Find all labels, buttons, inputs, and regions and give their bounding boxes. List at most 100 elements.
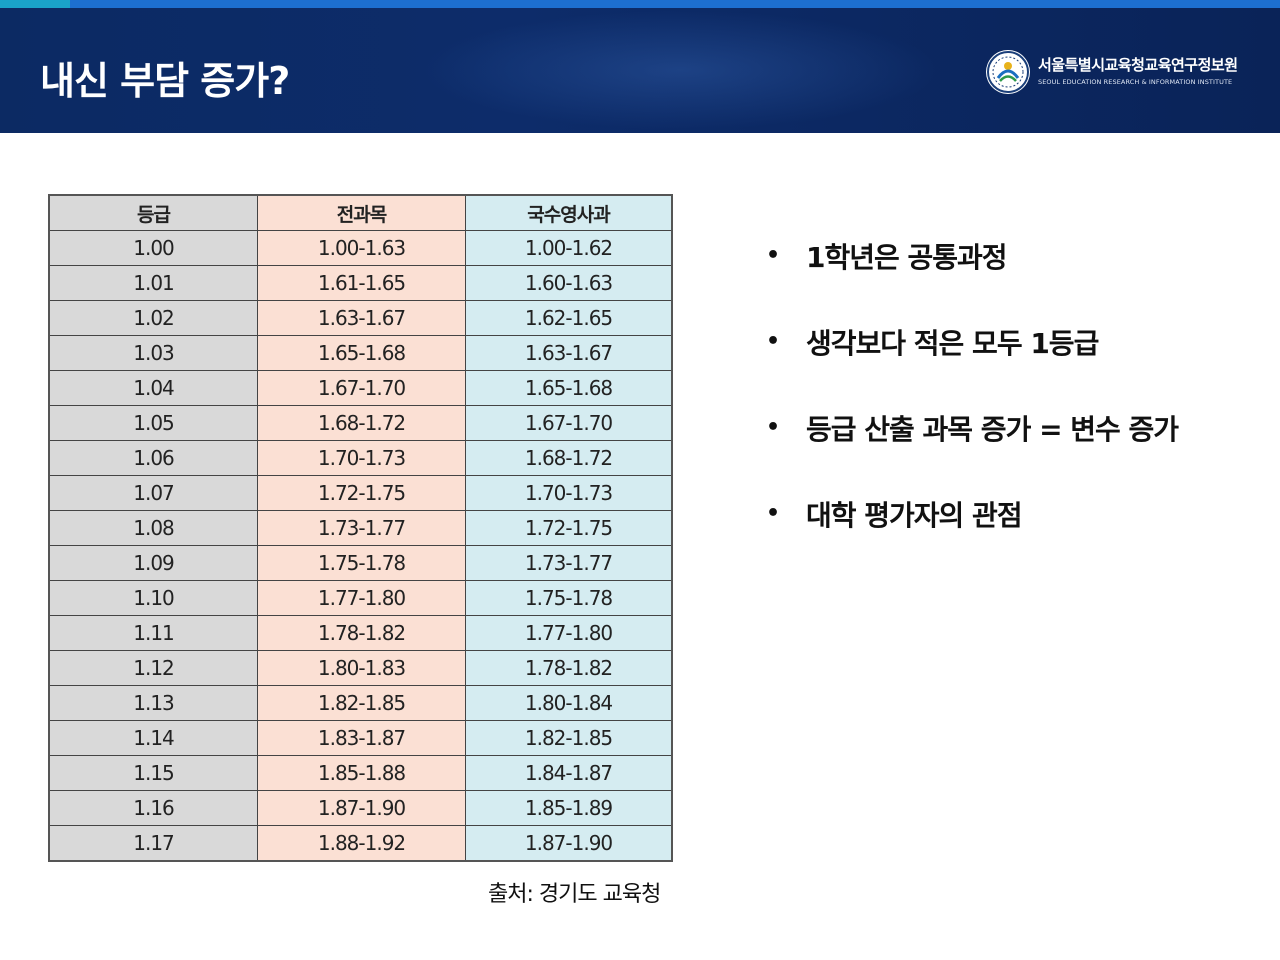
header-core-subjects: 국수영사과 bbox=[465, 194, 673, 231]
table-row: 1.13 1.82-1.85 1.80-1.84 bbox=[48, 685, 673, 721]
table-row: 1.12 1.80-1.83 1.78-1.82 bbox=[48, 650, 673, 686]
organization-logo: 서울특별시교육청교육연구정보원 SEOUL EDUCATION RESEARCH… bbox=[986, 50, 1256, 96]
bullet-text: 1학년은 공통과정 bbox=[806, 241, 1008, 274]
table-row: 1.15 1.85-1.88 1.84-1.87 bbox=[48, 755, 673, 791]
cell-grade: 1.12 bbox=[48, 650, 258, 686]
slide-header: 내신 부담 증가? 서울특별시교육청교육연구정보원 SEOUL EDUCATIO… bbox=[0, 0, 1280, 133]
cell-all-subjects: 1.67-1.70 bbox=[257, 370, 466, 406]
page-title: 내신 부담 증가? bbox=[40, 59, 290, 103]
cell-all-subjects: 1.72-1.75 bbox=[257, 475, 466, 511]
cell-grade: 1.07 bbox=[48, 475, 258, 511]
cell-all-subjects: 1.61-1.65 bbox=[257, 265, 466, 301]
table-header-row: 등급 전과목 국수영사과 bbox=[48, 194, 673, 231]
table-row: 1.10 1.77-1.80 1.75-1.78 bbox=[48, 580, 673, 616]
header-all-subjects: 전과목 bbox=[257, 194, 466, 231]
bullet-marker: • bbox=[766, 329, 780, 354]
cell-grade: 1.05 bbox=[48, 405, 258, 441]
cell-grade: 1.15 bbox=[48, 755, 258, 791]
table-row: 1.05 1.68-1.72 1.67-1.70 bbox=[48, 405, 673, 441]
cell-all-subjects: 1.87-1.90 bbox=[257, 790, 466, 826]
organization-name: 서울특별시교육청교육연구정보원 bbox=[1038, 56, 1238, 74]
table-row: 1.01 1.61-1.65 1.60-1.63 bbox=[48, 265, 673, 301]
header-grade: 등급 bbox=[48, 194, 258, 231]
table-row: 1.06 1.70-1.73 1.68-1.72 bbox=[48, 440, 673, 476]
cell-all-subjects: 1.78-1.82 bbox=[257, 615, 466, 651]
cell-grade: 1.10 bbox=[48, 580, 258, 616]
cell-all-subjects: 1.83-1.87 bbox=[257, 720, 466, 756]
cell-core-subjects: 1.78-1.82 bbox=[465, 650, 673, 686]
cell-all-subjects: 1.63-1.67 bbox=[257, 300, 466, 336]
table-row: 1.16 1.87-1.90 1.85-1.89 bbox=[48, 790, 673, 826]
cell-core-subjects: 1.82-1.85 bbox=[465, 720, 673, 756]
cell-grade: 1.14 bbox=[48, 720, 258, 756]
cell-core-subjects: 1.75-1.78 bbox=[465, 580, 673, 616]
cell-grade: 1.09 bbox=[48, 545, 258, 581]
table-row: 1.08 1.73-1.77 1.72-1.75 bbox=[48, 510, 673, 546]
cell-grade: 1.11 bbox=[48, 615, 258, 651]
cell-grade: 1.08 bbox=[48, 510, 258, 546]
table-row: 1.17 1.88-1.92 1.87-1.90 bbox=[48, 825, 673, 862]
cell-core-subjects: 1.67-1.70 bbox=[465, 405, 673, 441]
cell-grade: 1.13 bbox=[48, 685, 258, 721]
bullet-marker: • bbox=[766, 415, 780, 440]
cell-all-subjects: 1.00-1.63 bbox=[257, 230, 466, 266]
cell-core-subjects: 1.63-1.67 bbox=[465, 335, 673, 371]
bullet-list: • 1학년은 공통과정 • 생각보다 적은 모두 1등급 • 등급 산출 과목 … bbox=[766, 236, 1179, 580]
cell-core-subjects: 1.60-1.63 bbox=[465, 265, 673, 301]
cell-core-subjects: 1.00-1.62 bbox=[465, 230, 673, 266]
table-row: 1.09 1.75-1.78 1.73-1.77 bbox=[48, 545, 673, 581]
cell-core-subjects: 1.72-1.75 bbox=[465, 510, 673, 546]
header-glow bbox=[420, 10, 940, 130]
cell-grade: 1.03 bbox=[48, 335, 258, 371]
cell-all-subjects: 1.73-1.77 bbox=[257, 510, 466, 546]
cell-core-subjects: 1.80-1.84 bbox=[465, 685, 673, 721]
cell-core-subjects: 1.85-1.89 bbox=[465, 790, 673, 826]
bullet-item: • 생각보다 적은 모두 1등급 bbox=[766, 322, 1178, 408]
bullet-text: 등급 산출 과목 증가 = 변수 증가 bbox=[806, 413, 1179, 446]
grade-conversion-table: 등급 전과목 국수영사과 1.00 1.00-1.63 1.00-1.62 1.01 1… bbox=[48, 194, 673, 862]
table-row: 1.07 1.72-1.75 1.70-1.73 bbox=[48, 475, 673, 511]
bullet-marker: • bbox=[766, 243, 780, 268]
cell-all-subjects: 1.77-1.80 bbox=[257, 580, 466, 616]
cell-core-subjects: 1.62-1.65 bbox=[465, 300, 673, 336]
cell-all-subjects: 1.75-1.78 bbox=[257, 545, 466, 581]
cell-all-subjects: 1.85-1.88 bbox=[257, 755, 466, 791]
bullet-text: 대학 평가자의 관점 bbox=[806, 499, 1023, 532]
cell-grade: 1.06 bbox=[48, 440, 258, 476]
cell-core-subjects: 1.65-1.68 bbox=[465, 370, 673, 406]
table-body: 1.00 1.00-1.63 1.00-1.62 1.01 1.61-1.65 1.60-… bbox=[48, 230, 673, 862]
cell-core-subjects: 1.77-1.80 bbox=[465, 615, 673, 651]
cell-core-subjects: 1.68-1.72 bbox=[465, 440, 673, 476]
cell-all-subjects: 1.80-1.83 bbox=[257, 650, 466, 686]
cell-core-subjects: 1.73-1.77 bbox=[465, 545, 673, 581]
cell-all-subjects: 1.70-1.73 bbox=[257, 440, 466, 476]
bullet-item: • 등급 산출 과목 증가 = 변수 증가 bbox=[766, 408, 1179, 494]
cell-core-subjects: 1.70-1.73 bbox=[465, 475, 673, 511]
cell-all-subjects: 1.68-1.72 bbox=[257, 405, 466, 441]
table-row: 1.00 1.00-1.63 1.00-1.62 bbox=[48, 230, 673, 266]
cell-core-subjects: 1.87-1.90 bbox=[465, 825, 673, 862]
bullet-item: • 1학년은 공통과정 bbox=[766, 236, 1178, 322]
cell-core-subjects: 1.84-1.87 bbox=[465, 755, 673, 791]
cell-grade: 1.17 bbox=[48, 825, 258, 862]
cell-all-subjects: 1.82-1.85 bbox=[257, 685, 466, 721]
cell-all-subjects: 1.65-1.68 bbox=[257, 335, 466, 371]
cell-grade: 1.16 bbox=[48, 790, 258, 826]
cell-grade: 1.04 bbox=[48, 370, 258, 406]
source-caption: 출처: 경기도 교육청 bbox=[488, 882, 661, 907]
table-row: 1.11 1.78-1.82 1.77-1.80 bbox=[48, 615, 673, 651]
cell-grade: 1.01 bbox=[48, 265, 258, 301]
seal-emblem-icon bbox=[986, 50, 1030, 94]
bullet-text: 생각보다 적은 모두 1등급 bbox=[806, 327, 1099, 360]
table-row: 1.03 1.65-1.68 1.63-1.67 bbox=[48, 335, 673, 371]
cell-grade: 1.02 bbox=[48, 300, 258, 336]
cell-all-subjects: 1.88-1.92 bbox=[257, 825, 466, 862]
table-row: 1.14 1.83-1.87 1.82-1.85 bbox=[48, 720, 673, 756]
table-row: 1.04 1.67-1.70 1.65-1.68 bbox=[48, 370, 673, 406]
bullet-marker: • bbox=[766, 501, 780, 526]
table-row: 1.02 1.63-1.67 1.62-1.65 bbox=[48, 300, 673, 336]
header-accent-strip bbox=[0, 0, 1280, 8]
bullet-item: • 대학 평가자의 관점 bbox=[766, 494, 1178, 580]
cell-grade: 1.00 bbox=[48, 230, 258, 266]
organization-name-english: SEOUL EDUCATION RESEARCH & INFORMATION I… bbox=[1038, 78, 1233, 86]
